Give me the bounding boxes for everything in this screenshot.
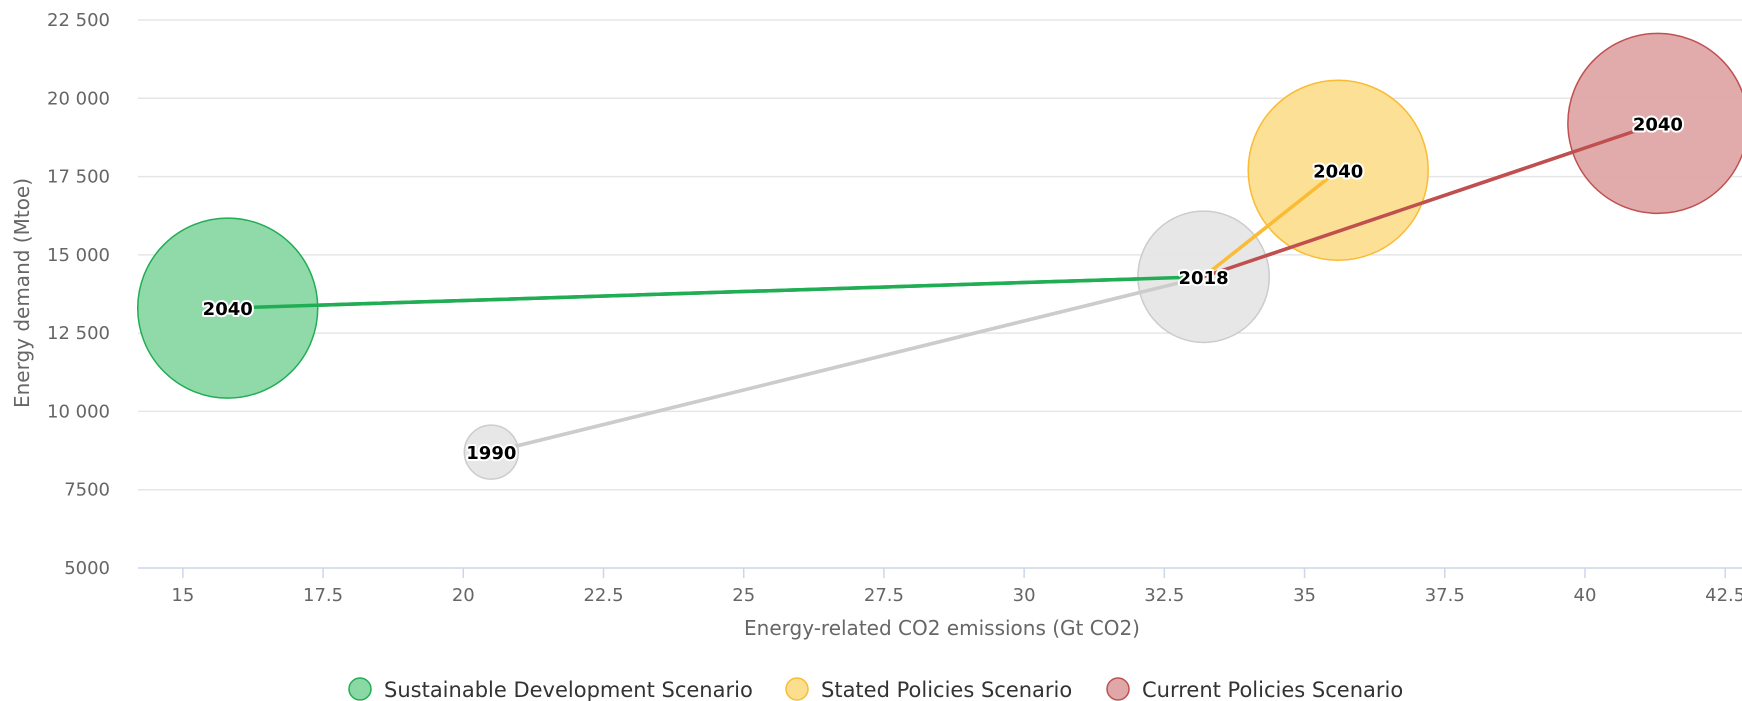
x-tick-label: 32.5	[1144, 585, 1184, 606]
axes: 5000 7500 10 000 12 500 15 000 17 500 20 000 22…	[47, 10, 1742, 606]
grid-lines	[138, 19, 1742, 491]
bubble-labels: 1990 2018 2040 2040 2040	[201, 112, 1685, 466]
legend-item[interactable]: Stated Policies Scenario	[785, 677, 1072, 701]
x-tick-label: 40	[1574, 585, 1597, 606]
series-line-overlay	[1201, 168, 1340, 279]
legend[interactable]: Sustainable Development Scenario Stated P…	[348, 677, 1403, 701]
x-tick-label: 25	[732, 585, 755, 606]
x-tick-label: 30	[1013, 585, 1036, 606]
y-tick-label: 12 500	[47, 323, 110, 344]
bubbles	[136, 32, 1742, 480]
bubble-label: 2018	[1179, 268, 1229, 289]
x-tick-label: 22.5	[583, 585, 623, 606]
y-tick-label: 22 500	[47, 10, 110, 31]
legend-label: Current Policies Scenario	[1142, 678, 1403, 701]
series-line-overlay	[489, 275, 1206, 454]
series-lines	[225, 121, 1660, 454]
x-axis-title: Energy-related CO2 emissions (Gt CO2)	[744, 616, 1140, 640]
series-line-overlay	[1201, 121, 1660, 279]
y-tick-label: 15 000	[47, 245, 110, 266]
y-tick-label: 17 500	[47, 167, 110, 188]
x-tick-label: 20	[452, 585, 475, 606]
y-tick-label: 7500	[64, 480, 110, 501]
x-tick-label: 17.5	[303, 585, 343, 606]
x-tick-label: 35	[1293, 585, 1316, 606]
legend-swatch	[785, 677, 809, 701]
legend-item[interactable]: Sustainable Development Scenario	[348, 677, 753, 701]
x-tick-label: 15	[171, 585, 194, 606]
legend-label: Sustainable Development Scenario	[384, 678, 753, 701]
bubble-label: 2040	[1313, 161, 1363, 182]
x-tick-label: 27.5	[864, 585, 904, 606]
y-axis-title: Energy demand (Mtoe)	[10, 178, 34, 408]
legend-item[interactable]: Current Policies Scenario	[1106, 677, 1403, 701]
x-tick-label: 37.5	[1425, 585, 1465, 606]
bubble-label: 1990	[466, 443, 516, 464]
bubble-label: 2040	[203, 299, 253, 320]
y-tick-label: 10 000	[47, 401, 110, 422]
x-tick-label: 42.5	[1705, 585, 1742, 606]
y-tick-label: 20 000	[47, 88, 110, 109]
legend-label: Stated Policies Scenario	[821, 678, 1072, 701]
series-line-overlay	[225, 275, 1206, 310]
legend-swatch	[348, 677, 372, 701]
bubble-label: 2040	[1633, 114, 1683, 135]
legend-swatch	[1106, 677, 1130, 701]
y-tick-label: 5000	[64, 558, 110, 579]
